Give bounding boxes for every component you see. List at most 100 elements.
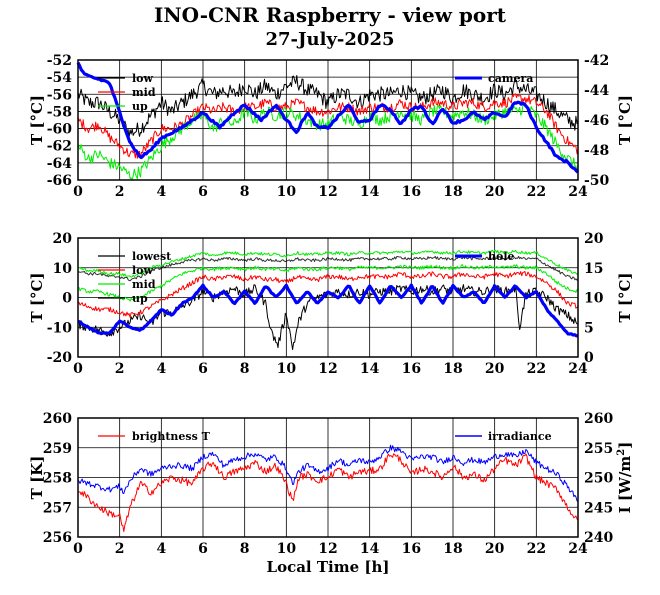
- x-tick-label: 20: [485, 541, 505, 557]
- x-tick-label: 2: [115, 361, 125, 377]
- y-tick-label: -54: [47, 70, 73, 86]
- y-tick-label: -60: [47, 122, 73, 138]
- x-tick-label: 4: [156, 184, 166, 200]
- y2-axis-label: T [°C]: [616, 272, 634, 322]
- chart-title: INO-CNR Raspberry - view port: [154, 3, 507, 27]
- y-tick-label: 0: [62, 291, 72, 307]
- panels: 0 2 4 6 8 10 12 14 16 18 20 22 24-66-64-62-60-58-56-…: [28, 53, 634, 557]
- x-tick-label: 18: [443, 184, 462, 200]
- y2-tick-label: -42: [584, 53, 609, 69]
- y-tick-label: -10: [47, 320, 73, 336]
- x-tick-label: 0: [73, 541, 83, 557]
- legend-label: brightness T: [132, 430, 211, 443]
- y-tick-label: 259: [43, 441, 72, 457]
- y2-axis-label: T [°C]: [616, 95, 634, 145]
- series-line-mid: [77, 93, 579, 159]
- x-tick-label: 10: [277, 541, 297, 557]
- x-tick-label: 24: [568, 184, 588, 200]
- x-tick-label: 10: [277, 184, 297, 200]
- x-tick-label: 6: [198, 541, 208, 557]
- y2-tick-label: 255: [584, 441, 613, 457]
- x-tick-label: 0: [73, 184, 83, 200]
- plot-frame: [77, 59, 579, 181]
- y-tick-label: 20: [53, 231, 73, 247]
- x-tick-label: 16: [402, 184, 421, 200]
- x-tick-label: 24: [568, 361, 588, 377]
- series-line-low: [77, 270, 579, 318]
- x-tick-label: 12: [318, 361, 337, 377]
- x-tick-label: 18: [443, 541, 462, 557]
- x-tick-label: 12: [318, 184, 337, 200]
- y2-tick-label: -44: [584, 83, 610, 99]
- y-axis-label: T [K]: [28, 456, 46, 500]
- legend-label: hole: [488, 250, 515, 263]
- y2-tick-label: -46: [584, 113, 609, 129]
- x-tick-label: 10: [277, 361, 297, 377]
- series-line-up: [77, 255, 579, 282]
- x-axis-label: Local Time [h]: [267, 558, 390, 576]
- legend-label: mid: [132, 278, 156, 291]
- series-line-irradiance: [77, 444, 579, 503]
- series-group: [77, 249, 579, 351]
- y2-tick-label: 5: [584, 320, 594, 336]
- legend-label: low: [132, 72, 154, 85]
- y-axis-label: T [°C]: [28, 95, 46, 145]
- legend-label: up: [132, 100, 148, 113]
- y2-tick-label: 260: [584, 411, 613, 427]
- series-line-hole: [77, 283, 579, 338]
- y2-tick-label: 10: [584, 291, 604, 307]
- x-tick-label: 14: [360, 541, 380, 557]
- x-tick-label: 4: [156, 541, 166, 557]
- y-tick-label: 256: [43, 530, 72, 546]
- series-line-camera: [76, 61, 580, 174]
- legend-label: lowest: [132, 250, 172, 263]
- x-tick-label: 22: [527, 184, 546, 200]
- x-tick-label: 8: [240, 361, 250, 377]
- y-tick-label: -20: [47, 350, 73, 366]
- chart-subtitle: 27-July-2025: [266, 29, 395, 50]
- y2-tick-label: 15: [584, 261, 603, 277]
- x-tick-label: 16: [402, 361, 421, 377]
- series-line-upper: [77, 249, 579, 278]
- legend-label: irradiance: [488, 430, 552, 443]
- panel-1: 0 2 4 6 8 10 12 14 16 18 20 22 24-66-64-62-60-58-56-…: [28, 53, 634, 200]
- y-tick-label: -66: [47, 173, 72, 189]
- x-tick-label: 20: [485, 361, 505, 377]
- y2-tick-label: -50: [584, 173, 610, 189]
- y2-tick-label: -48: [584, 143, 609, 159]
- y-tick-label: 257: [43, 500, 72, 516]
- series-line-low: [77, 75, 579, 139]
- x-tick-label: 8: [240, 541, 250, 557]
- x-tick-label: 22: [527, 361, 546, 377]
- plot-frame: [77, 237, 579, 358]
- y2-tick-label: 20: [584, 231, 604, 247]
- legend-label: camera: [488, 72, 533, 85]
- y-tick-label: -64: [47, 156, 73, 172]
- y-tick-label: -62: [47, 139, 72, 155]
- x-tick-label: 4: [156, 361, 166, 377]
- y-tick-label: 10: [53, 261, 73, 277]
- x-tick-label: 0: [73, 361, 83, 377]
- legend-label: up: [132, 292, 148, 305]
- panel-2: 0 2 4 6 8 10 12 14 16 18 20 22 24-20-100102005101520…: [28, 231, 634, 377]
- legend-label: low: [132, 264, 154, 277]
- x-tick-label: 12: [318, 541, 337, 557]
- x-tick-label: 22: [527, 541, 546, 557]
- x-tick-label: 2: [115, 541, 125, 557]
- y2-tick-label: 245: [584, 500, 613, 516]
- panel-3: 0 2 4 6 8 10 12 14 16 18 20 22 242562572582592602402…: [28, 411, 634, 557]
- y-tick-label: -58: [47, 104, 72, 120]
- y2-axis-label: I [W/m2]: [616, 442, 634, 514]
- x-tick-label: 14: [360, 361, 380, 377]
- plot-frame: [77, 417, 579, 538]
- x-tick-label: 14: [360, 184, 380, 200]
- y-axis-label: T [°C]: [28, 272, 46, 322]
- y-tick-label: -52: [47, 53, 72, 69]
- y-tick-label: 258: [43, 471, 72, 487]
- x-tick-label: 16: [402, 541, 421, 557]
- x-tick-label: 8: [240, 184, 250, 200]
- x-tick-label: 6: [198, 184, 208, 200]
- y-tick-label: -56: [47, 87, 72, 103]
- y2-tick-label: 240: [584, 530, 613, 546]
